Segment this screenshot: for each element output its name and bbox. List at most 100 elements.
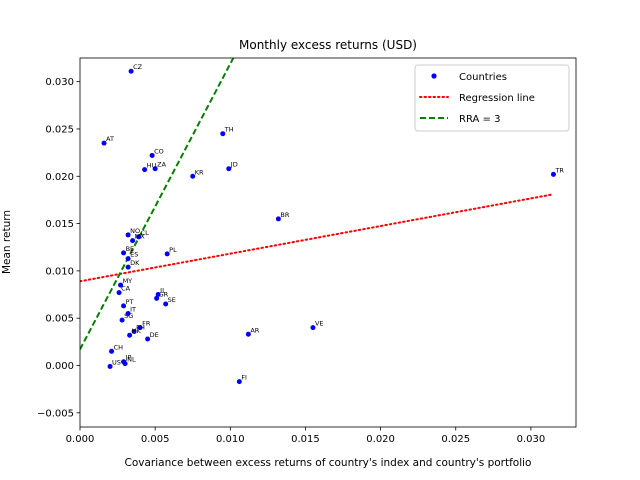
data-point: [142, 167, 148, 173]
legend-label-regression: Regression line: [459, 93, 535, 104]
legend-marker-countries: [431, 73, 437, 79]
point-label: GR: [159, 290, 169, 298]
data-points: [101, 68, 556, 385]
point-label: AR: [250, 326, 259, 334]
data-point: [101, 140, 107, 146]
series-lines: [80, 58, 555, 350]
point-label: TR: [554, 166, 564, 174]
point-label: JP: [125, 354, 132, 362]
data-point: [125, 310, 131, 316]
point-label: PH: [136, 323, 145, 331]
regression-line: [80, 193, 555, 283]
point-label: PT: [126, 298, 134, 306]
legend-box: [414, 64, 570, 132]
plot-frame: [79, 57, 577, 428]
point-label: CL: [141, 229, 150, 237]
point-label: IT: [130, 305, 136, 313]
point-label: CO: [154, 147, 164, 155]
point-label: FR: [142, 320, 151, 328]
point-label: MX: [135, 233, 146, 241]
y-axis-ticks: −0.005 0.000 0.005 0.010 0.015 0.020 0.025 0.03…: [37, 77, 80, 419]
data-point: [125, 256, 131, 262]
point-label: MY: [123, 277, 133, 285]
data-point: [116, 290, 122, 296]
point-label: NL: [127, 356, 136, 364]
y-tick-label: 0.005: [45, 314, 74, 325]
data-point: [109, 348, 115, 354]
x-tick-label: 0.000: [66, 434, 95, 445]
data-point: [236, 379, 242, 385]
y-tick-label: 0.000: [45, 361, 74, 372]
point-label: ES: [130, 251, 138, 259]
data-point: [127, 332, 133, 338]
data-point: [137, 325, 143, 331]
point-label: HU: [147, 162, 157, 170]
point-label: SE: [168, 296, 176, 304]
data-point: [122, 361, 128, 367]
data-point: [310, 325, 316, 331]
point-label: FI: [241, 374, 247, 382]
point-label: DE: [150, 331, 159, 339]
legend: Countries Regression line RRA = 3: [414, 64, 570, 132]
point-label: JD: [230, 161, 238, 169]
data-point: [125, 232, 131, 238]
y-tick-label: −0.005: [37, 408, 74, 419]
data-point: [125, 264, 131, 270]
data-point: [121, 250, 127, 256]
point-label: ZA: [157, 161, 166, 169]
chart-title: Monthly excess returns (USD): [239, 38, 417, 52]
x-tick-label: 0.010: [216, 434, 245, 445]
y-tick-label: 0.030: [45, 77, 74, 88]
data-point: [118, 282, 124, 288]
data-point: [275, 216, 281, 222]
data-point: [226, 166, 232, 172]
data-point: [163, 301, 169, 307]
point-label: BR: [280, 211, 289, 219]
data-point: [119, 317, 125, 323]
data-point: [154, 295, 160, 301]
data-point: [190, 173, 196, 179]
data-point: [152, 166, 158, 172]
point-label: US: [112, 358, 121, 366]
data-point: [107, 363, 113, 369]
legend-label-rra: RRA = 3: [459, 114, 500, 125]
x-axis-ticks: 0.000 0.005 0.010 0.015 0.020 0.025 0.030: [66, 427, 546, 445]
data-point: [164, 251, 170, 257]
point-label: DK: [130, 259, 140, 267]
data-point: [149, 152, 155, 158]
x-tick-label: 0.020: [366, 434, 395, 445]
point-label: HK: [132, 327, 142, 335]
point-label: CH: [114, 343, 124, 351]
data-point: [130, 238, 136, 244]
data-point: [155, 292, 161, 298]
point-label: CZ: [133, 63, 143, 71]
y-axis-label: Mean return: [1, 210, 13, 274]
x-tick-label: 0.015: [291, 434, 320, 445]
data-point: [220, 131, 226, 137]
y-tick-label: 0.025: [45, 124, 74, 135]
point-label: SG: [124, 312, 133, 320]
point-label: VE: [315, 320, 324, 328]
point-label: KR: [195, 168, 204, 176]
point-label: PL: [169, 246, 177, 254]
data-point: [128, 68, 134, 74]
x-tick-label: 0.025: [441, 434, 470, 445]
data-point: [131, 328, 137, 334]
data-point: [136, 234, 142, 240]
legend-label-countries: Countries: [459, 72, 507, 83]
data-point: [145, 336, 151, 342]
y-tick-label: 0.010: [45, 266, 74, 277]
x-tick-label: 0.030: [517, 434, 546, 445]
data-point: [550, 171, 556, 177]
x-axis-label: Covariance between excess returns of cou…: [125, 457, 532, 469]
x-tick-label: 0.005: [141, 434, 170, 445]
point-label: TH: [224, 126, 234, 134]
point-label: CA: [121, 285, 131, 293]
data-point: [121, 303, 127, 309]
y-tick-label: 0.020: [45, 172, 74, 183]
point-label: AT: [106, 135, 114, 143]
data-point: [245, 331, 251, 337]
rra-line: [80, 58, 235, 350]
